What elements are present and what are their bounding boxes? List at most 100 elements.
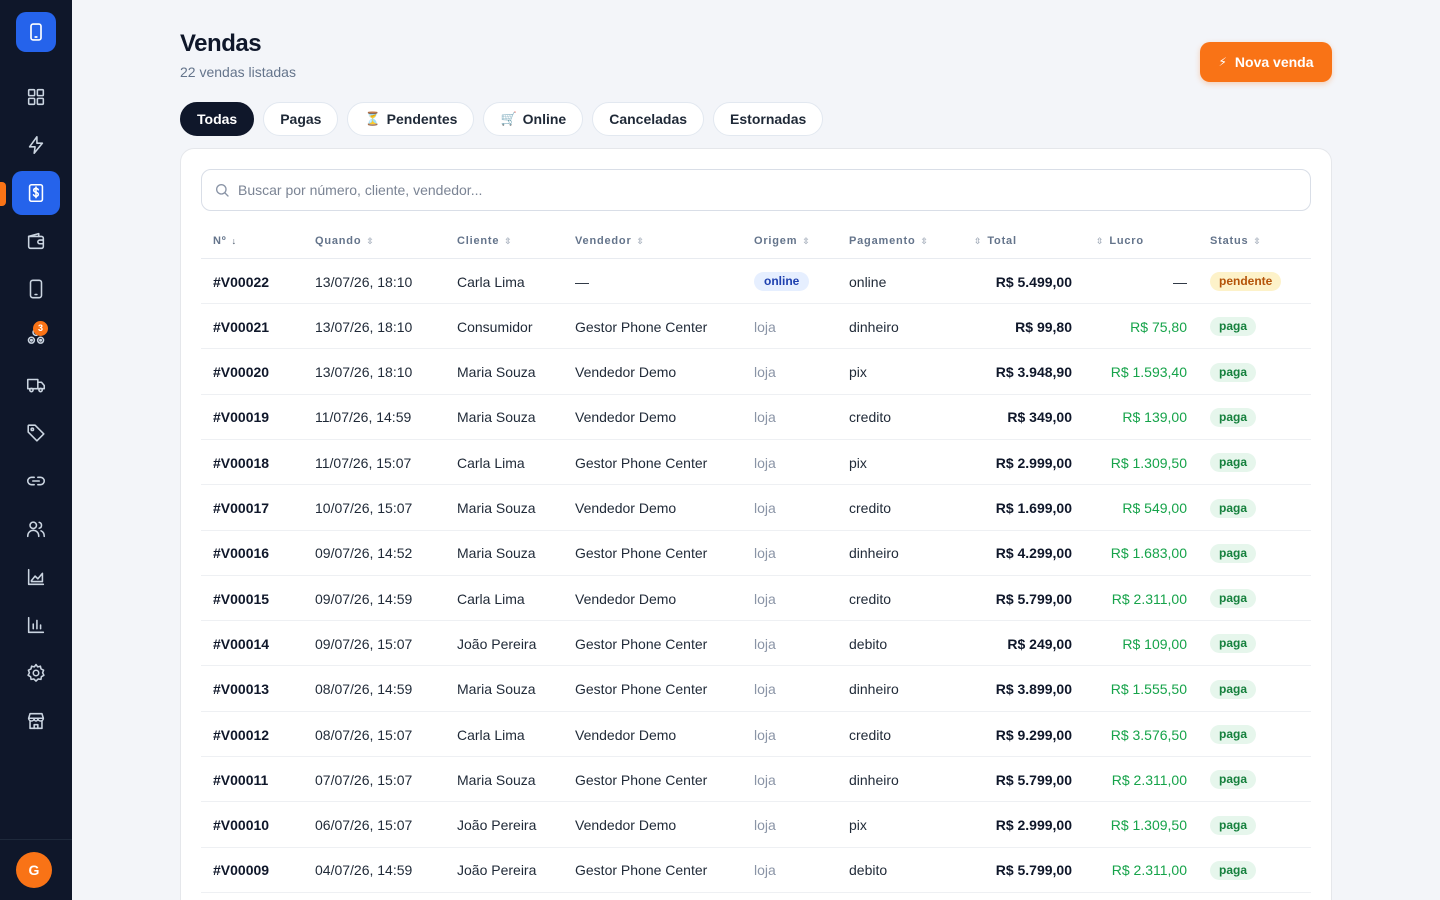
sale-seller: Gestor Phone Center xyxy=(575,862,708,879)
sidebar-item-dashboard[interactable] xyxy=(12,75,60,119)
bolt-icon: ⚡ xyxy=(1218,55,1227,69)
sale-origin: loja xyxy=(754,454,776,471)
col-client-header[interactable]: Cliente ⇳ xyxy=(457,235,513,247)
sidebar-item-truck[interactable] xyxy=(12,363,60,407)
tab-pagas[interactable]: Pagas xyxy=(263,102,339,136)
sale-seller: Vendedor Demo xyxy=(575,409,677,426)
sale-total: R$ 2.999,00 xyxy=(995,454,1072,471)
new-sale-button[interactable]: ⚡ Nova venda xyxy=(1200,42,1332,82)
table-header: Nº ↓ Quando ⇳ Cliente ⇳ Vendedor ⇳ Origem ⇳ P… xyxy=(201,221,1311,259)
table-row[interactable]: #V00013 08/07/26, 14:59 Maria Souza Gestor … xyxy=(201,667,1311,712)
sale-date: 06/07/26, 15:07 xyxy=(315,817,413,834)
table-row[interactable]: #V00012 08/07/26, 15:07 Carla Lima Vendedor… xyxy=(201,712,1311,757)
brand-logo[interactable] xyxy=(16,12,56,52)
avatar[interactable]: G xyxy=(16,852,52,888)
col-origin-header[interactable]: Origem ⇳ xyxy=(754,235,811,247)
status-badge: pendente xyxy=(1210,272,1282,291)
table-row[interactable]: #V00014 09/07/26, 15:07 João Pereira Gestor… xyxy=(201,621,1311,667)
sidebar-item-store[interactable] xyxy=(12,699,60,743)
sale-date: 07/07/26, 15:07 xyxy=(315,771,413,788)
sale-origin: loja xyxy=(754,862,776,879)
sale-seller: Gestor Phone Center xyxy=(575,454,708,471)
sidebar-item-bolt[interactable] xyxy=(12,123,60,167)
col-profit-header[interactable]: ⇳ Lucro xyxy=(1096,235,1144,247)
sale-status: paga xyxy=(1210,486,1257,531)
sale-profit: R$ 75,80 xyxy=(1130,318,1187,335)
col-payment-header[interactable]: Pagamento ⇳ xyxy=(849,235,929,247)
sale-status: paga xyxy=(1210,350,1257,395)
sidebar-item-wallet[interactable] xyxy=(12,219,60,263)
table-row[interactable]: #V00010 06/07/26, 15:07 João Pereira Vended… xyxy=(201,803,1311,848)
sale-client: João Pereira xyxy=(457,635,537,652)
sale-profit: R$ 549,00 xyxy=(1122,500,1187,516)
tab-online[interactable]: 🛒 Online xyxy=(483,102,584,136)
col-when-header[interactable]: Quando ⇳ xyxy=(315,235,375,247)
sale-seller: Gestor Phone Center xyxy=(575,681,708,698)
sale-payment: online xyxy=(849,273,887,290)
table-row[interactable]: #V00016 09/07/26, 14:52 Maria Souza Gestor … xyxy=(201,531,1311,576)
sale-client: Carla Lima xyxy=(457,726,525,743)
table-row[interactable]: #V00018 11/07/26, 15:07 Carla Lima Gestor P… xyxy=(201,440,1311,486)
sales-icon xyxy=(28,183,44,203)
sale-seller: Gestor Phone Center xyxy=(575,545,708,562)
bolt-icon xyxy=(28,135,44,155)
col-seller-header[interactable]: Vendedor ⇳ xyxy=(575,235,645,247)
active-nav-marker xyxy=(0,182,6,206)
tab-label: Estornadas xyxy=(730,111,807,127)
link-icon xyxy=(26,476,46,486)
sale-payment: dinheiro xyxy=(849,318,899,335)
sidebar-item-phone[interactable] xyxy=(12,267,60,311)
sale-number: #V00009 xyxy=(213,862,270,879)
tab-estornadas[interactable]: Estornadas xyxy=(713,102,824,136)
phone-icon xyxy=(30,23,42,41)
sales-table-card: Nº ↓ Quando ⇳ Cliente ⇳ Vendedor ⇳ Origem ⇳ P… xyxy=(180,148,1332,900)
tab-pendentes[interactable]: ⏳ Pendentes xyxy=(347,102,475,136)
search-box[interactable] xyxy=(201,169,1311,211)
sidebar-item-parts[interactable]: 3 xyxy=(12,315,60,359)
sale-date: 08/07/26, 15:07 xyxy=(315,726,413,743)
col-num-header[interactable]: Nº ↓ xyxy=(213,235,237,247)
table-row[interactable]: #V00015 09/07/26, 14:59 Carla Lima Vendedor… xyxy=(201,576,1311,622)
sidebar-item-link[interactable] xyxy=(12,459,60,503)
sale-status: paga xyxy=(1210,440,1257,485)
settings-icon xyxy=(27,663,45,682)
col-status-header[interactable]: Status ⇳ xyxy=(1210,235,1262,247)
sale-number: #V00022 xyxy=(213,273,270,290)
sidebar-item-tag[interactable] xyxy=(12,411,60,455)
sale-date: 11/07/26, 15:07 xyxy=(315,454,412,471)
sale-total: R$ 3.948,90 xyxy=(995,364,1072,381)
sidebar-item-bar-chart[interactable] xyxy=(12,603,60,647)
sale-status: paga xyxy=(1210,848,1257,893)
search-input[interactable] xyxy=(238,182,1238,198)
table-row[interactable]: #V00021 13/07/26, 18:10 Consumidor Gestor P… xyxy=(201,304,1311,350)
table-row[interactable]: #V00011 07/07/26, 15:07 Maria Souza Gestor … xyxy=(201,757,1311,803)
sale-profit: R$ 1.593,40 xyxy=(1110,364,1187,381)
status-badge: paga xyxy=(1210,543,1257,563)
sale-date: 04/07/26, 14:59 xyxy=(315,862,413,879)
sale-status: paga xyxy=(1210,621,1257,666)
sale-total: R$ 5.799,00 xyxy=(995,862,1072,879)
sale-date: 09/07/26, 14:59 xyxy=(315,590,413,607)
table-row[interactable]: #V00022 13/07/26, 18:10 Carla Lima — online o… xyxy=(201,259,1311,304)
sale-number: #V00014 xyxy=(213,635,270,652)
col-total-header[interactable]: ⇳ Total xyxy=(974,235,1017,247)
status-badge: paga xyxy=(1210,498,1257,518)
table-row[interactable]: #V00017 10/07/26, 15:07 Maria Souza Vendedo… xyxy=(201,486,1311,531)
sale-status: pendente xyxy=(1210,259,1282,304)
sidebar-item-sales[interactable] xyxy=(12,171,60,215)
sale-origin: online xyxy=(754,259,810,304)
sidebar-item-users[interactable] xyxy=(12,507,60,551)
truck-icon xyxy=(26,378,46,393)
sidebar-item-area-chart[interactable] xyxy=(12,555,60,599)
status-badge: paga xyxy=(1210,453,1257,473)
sidebar-item-settings[interactable] xyxy=(12,651,60,695)
sale-date: 10/07/26, 15:07 xyxy=(315,500,413,516)
table-row[interactable]: #V00009 04/07/26, 14:59 João Pereira Gestor… xyxy=(201,848,1311,893)
users-icon xyxy=(26,521,46,538)
sale-date: 09/07/26, 14:52 xyxy=(315,545,413,562)
table-row[interactable]: #V00019 11/07/26, 14:59 Maria Souza Vendedo… xyxy=(201,395,1311,440)
sale-origin: loja xyxy=(754,364,776,381)
table-row[interactable]: #V00020 13/07/26, 18:10 Maria Souza Vendedo… xyxy=(201,350,1311,395)
tab-canceladas[interactable]: Canceladas xyxy=(592,102,705,136)
tab-todas[interactable]: Todas xyxy=(180,102,255,136)
